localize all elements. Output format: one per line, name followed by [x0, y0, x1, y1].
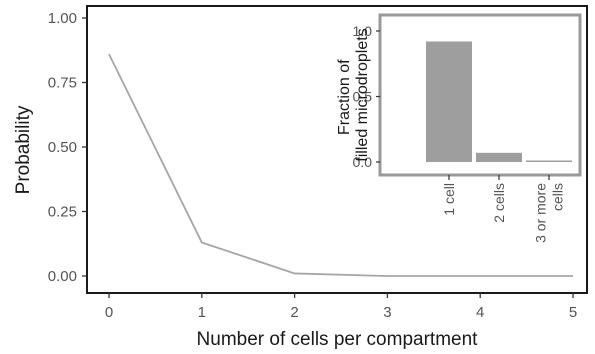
main-plot-frame [86, 5, 588, 294]
main-x-tick-label: 1 [198, 304, 206, 321]
main-x-axis-title: Number of cells per compartment [197, 329, 479, 350]
main-x-tick-label: 5 [569, 304, 577, 321]
inset-bar [526, 160, 572, 162]
main-x-tick-label: 2 [290, 304, 298, 321]
main-x-tick-label: 4 [476, 304, 484, 321]
main-y-tick-label: 0.75 [48, 75, 77, 92]
main-y-tick-label: 0.50 [48, 139, 77, 156]
main-y-tick-label: 0.25 [48, 204, 77, 221]
inset-y-axis-title-line-1: Fraction of [336, 59, 353, 135]
inset-bar-chart: 0.0 0.5 1.0 1 cell 2 cells 3 or morecells [353, 23, 572, 243]
inset-frame [378, 13, 582, 177]
inset-bar [426, 41, 472, 163]
main-y-tick-label: 1.00 [48, 10, 77, 27]
inset-category-label-line: 1 cell [441, 183, 457, 216]
inset-category-label-line: cells [550, 183, 566, 211]
inset-category-label: 1 cell [441, 183, 457, 216]
inset-category-label-line: 3 or more [533, 183, 549, 243]
main-plot: 0.00 0.25 0.50 0.75 1.00 0 1 2 3 4 5 [48, 10, 577, 321]
inset-category-label: 3 or morecells [533, 183, 566, 243]
probability-series-line [108, 53, 573, 277]
inset-category-label: 2 cells [491, 183, 507, 223]
inset-y-axis-title: Fraction of filled microdroplets [336, 28, 371, 161]
inset-y-tick-label: 0.0 [353, 154, 373, 170]
main-y-tick-label: 0.00 [48, 268, 77, 285]
main-x-tick-label: 3 [383, 304, 391, 321]
inset-y-axis-title-line-2: filled microdroplets [354, 28, 371, 161]
inset-bar [476, 152, 522, 162]
inset-category-label-line: 2 cells [491, 183, 507, 223]
main-y-axis-title: Probability [13, 105, 34, 194]
inset-y-tick-label: 0.5 [353, 89, 373, 105]
inset-y-tick-label: 1.0 [353, 23, 373, 39]
main-x-tick-label: 0 [105, 304, 113, 321]
